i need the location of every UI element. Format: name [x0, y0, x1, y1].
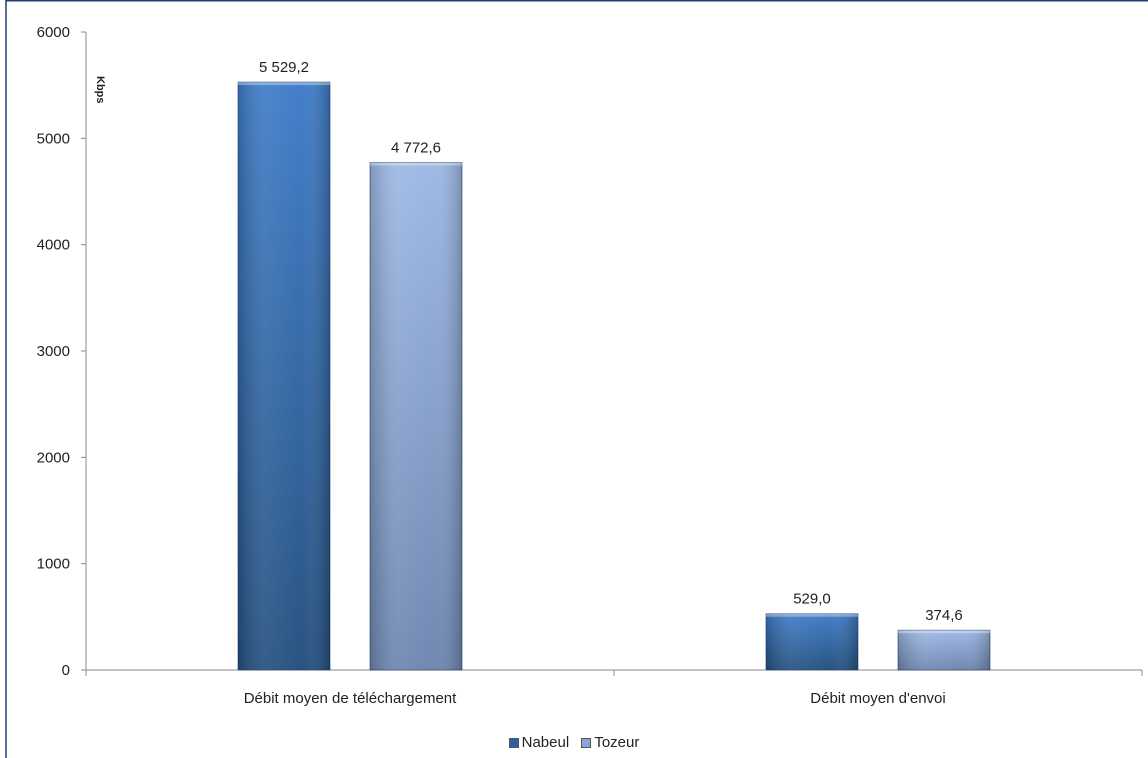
data-label: 529,0	[793, 591, 831, 608]
y-tick-label: 5000	[37, 130, 70, 147]
y-tick-label: 4000	[37, 237, 70, 254]
y-tick-label: 3000	[37, 343, 70, 360]
legend-swatch-tozeur	[581, 737, 592, 748]
y-axis-unit-label: Kbps	[94, 76, 106, 104]
data-label: 4 772,6	[391, 140, 441, 157]
legend-label-nabeul: Nabeul	[521, 734, 570, 751]
x-category-label: Débit moyen d'envoi	[810, 690, 945, 707]
bar-top-highlight	[238, 82, 330, 86]
legend-item-nabeul: Nabeul	[508, 734, 570, 751]
legend-item-tozeur: Tozeur	[581, 734, 639, 751]
bar-shading	[898, 630, 990, 670]
bar-shading	[238, 82, 330, 670]
x-category-label: Débit moyen de téléchargement	[244, 690, 457, 707]
legend-label-tozeur: Tozeur	[594, 734, 640, 751]
bar-top-highlight	[898, 630, 990, 634]
bar-shading	[766, 613, 858, 670]
bar-top-highlight	[370, 162, 462, 166]
y-tick-label: 1000	[37, 556, 70, 573]
y-tick-label: 6000	[37, 24, 70, 41]
legend-swatch-nabeul	[508, 737, 519, 748]
bar-top-highlight	[766, 613, 858, 617]
y-tick-label: 2000	[37, 449, 70, 466]
data-label: 374,6	[925, 607, 963, 624]
data-label: 5 529,2	[259, 59, 309, 76]
legend: Nabeul Tozeur	[0, 734, 1148, 752]
y-tick-label: 0	[62, 662, 70, 679]
bar-shading	[370, 162, 462, 670]
